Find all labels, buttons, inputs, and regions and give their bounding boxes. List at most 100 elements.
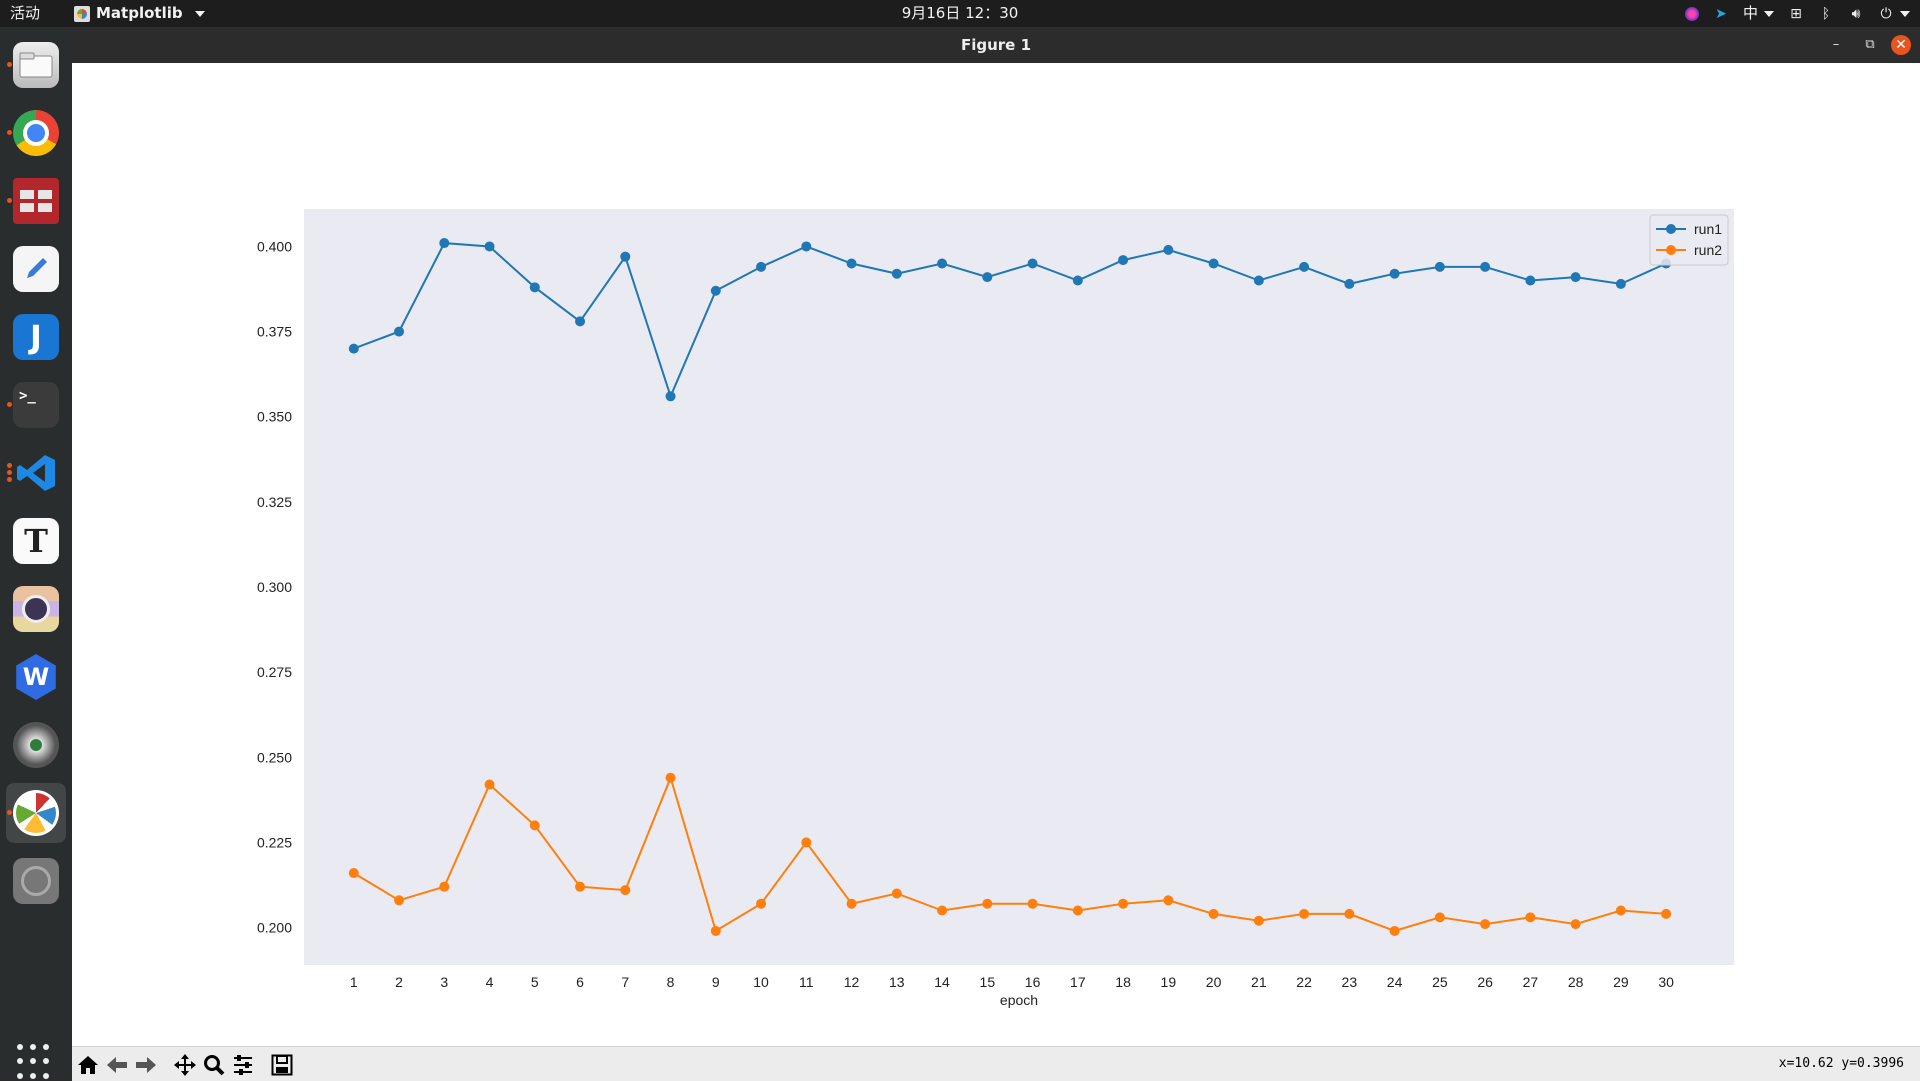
terminal-red-icon bbox=[13, 178, 59, 224]
pan-icon[interactable] bbox=[173, 1053, 197, 1077]
dock-matplotlib[interactable] bbox=[6, 783, 66, 843]
save-icon[interactable] bbox=[270, 1053, 294, 1077]
data-point-run2 bbox=[937, 905, 948, 916]
dock-typora[interactable]: T bbox=[6, 511, 66, 571]
dock-disk[interactable] bbox=[6, 851, 66, 911]
dock-eye[interactable] bbox=[6, 715, 66, 775]
plot-area bbox=[304, 209, 1734, 965]
input-method-label: 中 bbox=[1742, 4, 1758, 22]
line-chart: 0.200 0.225 0.250 0.275 0.300 0.325 0.350 0.375… bbox=[257, 209, 1734, 1008]
x-tick-label: 11 bbox=[799, 974, 814, 990]
running-indicator bbox=[7, 477, 12, 482]
t-icon: T bbox=[13, 518, 59, 564]
data-point-run2 bbox=[710, 925, 721, 936]
running-indicator bbox=[7, 463, 12, 468]
clock-area: 9月16日 12：30 bbox=[0, 0, 1920, 27]
data-point-run1 bbox=[1344, 278, 1355, 289]
data-point-run1 bbox=[484, 241, 495, 252]
data-point-run1 bbox=[575, 316, 586, 327]
chevron-down-icon bbox=[1764, 10, 1774, 17]
x-tick-label: 9 bbox=[712, 974, 720, 990]
app-menu-label: Matplotlib bbox=[96, 4, 183, 22]
data-point-run1 bbox=[620, 251, 631, 262]
show-applications-button[interactable] bbox=[17, 1044, 53, 1080]
configure-icon[interactable] bbox=[231, 1053, 255, 1077]
data-point-run1 bbox=[1163, 244, 1174, 255]
dock-terminal-red[interactable] bbox=[6, 171, 66, 231]
dock-terminal[interactable]: >_ bbox=[6, 375, 66, 435]
data-point-run2 bbox=[1163, 895, 1174, 906]
data-point-run2 bbox=[575, 881, 586, 892]
bluetooth-icon[interactable]: ᛒ bbox=[1821, 5, 1831, 22]
data-point-run2 bbox=[1253, 915, 1264, 926]
home-icon[interactable] bbox=[76, 1053, 100, 1077]
chrome-icon bbox=[13, 110, 59, 156]
dock-files[interactable] bbox=[6, 35, 66, 95]
x-tick-label: 15 bbox=[980, 974, 996, 990]
x-tick-label: 19 bbox=[1161, 974, 1177, 990]
x-tick-label: 22 bbox=[1296, 974, 1312, 990]
dock-chrome[interactable] bbox=[6, 103, 66, 163]
dock-j-app[interactable]: J bbox=[6, 307, 66, 367]
data-point-run1 bbox=[1072, 275, 1083, 286]
x-tick-label: 6 bbox=[576, 974, 584, 990]
vscode-icon bbox=[13, 450, 59, 496]
running-indicator bbox=[7, 470, 12, 475]
running-indicator bbox=[7, 62, 12, 67]
system-tray[interactable]: ➤ 中 ⊞ ᛒ 🔊︎ ⏻ bbox=[1684, 0, 1910, 27]
data-point-run1 bbox=[1389, 268, 1400, 279]
telegram-icon[interactable]: ➤ bbox=[1715, 5, 1727, 22]
legend-label-run2: run2 bbox=[1694, 242, 1722, 258]
data-point-run2 bbox=[1344, 908, 1355, 919]
title-bar[interactable]: Figure 1 – ⧉ ✕ bbox=[72, 27, 1920, 63]
x-tick-label: 16 bbox=[1025, 974, 1041, 990]
j-icon: J bbox=[13, 314, 59, 360]
app-menu[interactable]: Matplotlib bbox=[74, 0, 205, 27]
maximize-button[interactable]: ⧉ bbox=[1865, 37, 1875, 52]
figure-window: Figure 1 – ⧉ ✕ 0.200 0.225 0.250 0.275 0.300… bbox=[72, 27, 1920, 1081]
dock-vscode[interactable] bbox=[6, 443, 66, 503]
figure-canvas[interactable]: 0.200 0.225 0.250 0.275 0.300 0.325 0.350 0.375… bbox=[72, 63, 1920, 1046]
back-icon[interactable] bbox=[105, 1053, 129, 1077]
power-icon: ⏻ bbox=[1880, 6, 1892, 22]
network-icon[interactable]: ⊞ bbox=[1790, 5, 1802, 22]
data-point-run1 bbox=[801, 241, 812, 252]
data-point-run2 bbox=[1389, 925, 1400, 936]
x-tick-label: 4 bbox=[486, 974, 494, 990]
data-point-run2 bbox=[801, 837, 812, 848]
clock[interactable]: 9月16日 12：30 bbox=[901, 4, 1019, 22]
camera-icon bbox=[13, 586, 59, 632]
x-tick-label: 14 bbox=[934, 974, 950, 990]
data-point-run1 bbox=[529, 282, 540, 293]
volume-icon[interactable]: 🔊︎ bbox=[1851, 5, 1861, 22]
app-indicator-icon[interactable] bbox=[1684, 6, 1699, 21]
close-button[interactable]: ✕ bbox=[1891, 35, 1911, 55]
data-point-run2 bbox=[1118, 898, 1129, 909]
data-point-run1 bbox=[937, 258, 948, 269]
data-point-run1 bbox=[665, 391, 676, 402]
data-point-run2 bbox=[1570, 919, 1581, 930]
x-tick-label: 7 bbox=[621, 974, 629, 990]
legend-marker-run2 bbox=[1666, 245, 1676, 255]
disk-icon bbox=[13, 858, 59, 904]
dock-camera[interactable] bbox=[6, 579, 66, 639]
dock-text-editor[interactable] bbox=[6, 239, 66, 299]
x-tick-label: 2 bbox=[395, 974, 403, 990]
x-tick-label: 30 bbox=[1658, 974, 1674, 990]
dock-wps[interactable]: W bbox=[6, 647, 66, 707]
power-menu[interactable]: ⏻ bbox=[1878, 0, 1910, 27]
input-method-menu[interactable]: 中 bbox=[1743, 0, 1774, 27]
matplotlib-icon bbox=[13, 790, 59, 836]
x-tick-label: 23 bbox=[1342, 974, 1358, 990]
data-point-run1 bbox=[1118, 255, 1129, 266]
x-tick-label: 10 bbox=[753, 974, 769, 990]
data-point-run1 bbox=[1027, 258, 1038, 269]
minimize-button[interactable]: – bbox=[1832, 37, 1840, 52]
x-axis-label: epoch bbox=[1000, 992, 1038, 1008]
forward-icon[interactable] bbox=[134, 1053, 158, 1077]
series-line-run2 bbox=[353, 774, 1667, 933]
x-tick-label: 18 bbox=[1115, 974, 1131, 990]
x-tick-label: 17 bbox=[1070, 974, 1086, 990]
activities-button[interactable]: 活动 bbox=[10, 4, 41, 22]
zoom-icon[interactable] bbox=[202, 1053, 226, 1077]
